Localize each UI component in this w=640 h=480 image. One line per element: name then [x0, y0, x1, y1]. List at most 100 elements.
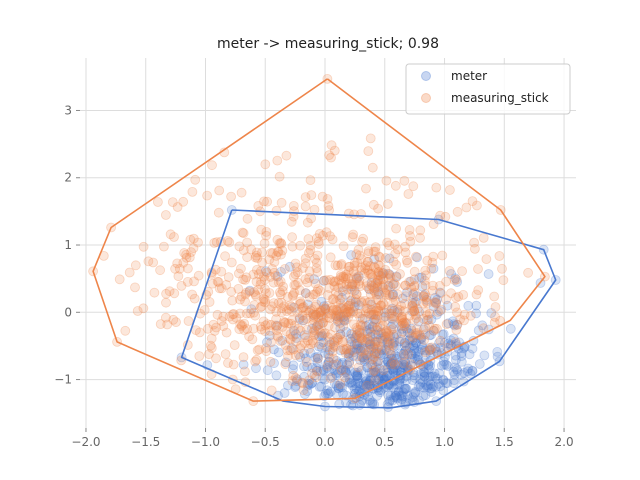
meter-point [436, 360, 447, 371]
measuring-stick-point [374, 252, 385, 263]
measuring-stick-point [132, 306, 143, 316]
measuring-stick-point [409, 280, 420, 291]
meter-point [262, 365, 273, 376]
measuring-stick-point [383, 273, 394, 284]
measuring-stick-point [268, 298, 279, 309]
meter-point [324, 366, 335, 377]
meter-point [331, 369, 342, 380]
measuring-stick-point [368, 366, 379, 376]
meter-point [335, 345, 346, 356]
meter-point [408, 392, 418, 403]
meter-point [375, 333, 386, 344]
measuring-stick-point [388, 323, 398, 334]
meter-point [373, 374, 384, 385]
measuring-stick-point [385, 270, 396, 281]
measuring-stick-point [261, 346, 272, 357]
measuring-stick-point [235, 319, 246, 330]
measuring-stick-point [450, 301, 461, 312]
meter-point [306, 378, 317, 389]
meter-point [399, 337, 410, 348]
measuring-stick-point [355, 281, 366, 292]
measuring-stick-point [377, 268, 388, 278]
meter-point [364, 284, 375, 295]
meter-point [367, 399, 378, 410]
meter-point [418, 391, 429, 401]
meter-point [341, 326, 352, 337]
meter-point [316, 342, 327, 353]
measuring-stick-point [372, 356, 383, 367]
measuring-stick-point [363, 246, 374, 257]
meter-point [323, 356, 334, 367]
measuring-stick-point [308, 327, 319, 337]
meter-point [396, 348, 407, 359]
measuring-stick-point [469, 243, 480, 254]
measuring-stick-point [381, 304, 392, 315]
measuring-stick-point [406, 359, 416, 370]
meter-point [417, 342, 428, 353]
meter-point [423, 375, 434, 386]
measuring-stick-point [351, 322, 362, 333]
meter-point [456, 356, 467, 367]
measuring-stick-point [341, 269, 352, 280]
meter-point [333, 367, 344, 378]
measuring-stick-point [395, 269, 405, 279]
meter-point [370, 367, 381, 378]
measuring-stick-point [311, 263, 322, 274]
measuring-stick-point [275, 249, 286, 260]
measuring-stick-point [250, 310, 261, 321]
measuring-stick-point [335, 379, 346, 390]
measuring-stick-point [420, 265, 431, 276]
meter-point [364, 324, 375, 335]
measuring-stick-point [335, 298, 346, 309]
measuring-stick-point [187, 289, 198, 300]
meter-point [385, 331, 395, 342]
meter-point [366, 375, 377, 385]
measuring-stick-point [239, 325, 250, 335]
meter-point [452, 277, 463, 287]
measuring-stick-point [314, 228, 325, 239]
measuring-stick-point [400, 247, 411, 258]
measuring-stick-point [399, 298, 410, 309]
measuring-stick-point [268, 277, 279, 288]
measuring-stick-point [332, 305, 342, 316]
meter-point [300, 288, 311, 299]
measuring-stick-point [319, 303, 330, 314]
measuring-stick-point [324, 150, 335, 161]
meter-point [318, 365, 329, 376]
meter-point [391, 340, 401, 351]
measuring-stick-point [370, 263, 381, 274]
measuring-stick-point [458, 289, 469, 300]
measuring-stick-point [227, 314, 238, 325]
meter-point [422, 382, 433, 393]
measuring-stick-point [300, 201, 311, 212]
meter-point [432, 373, 443, 384]
measuring-stick-point [274, 287, 285, 298]
meter-point [355, 355, 366, 366]
measuring-stick-point [373, 305, 384, 316]
meter-point [400, 346, 410, 357]
meter-point [382, 367, 393, 378]
measuring-stick-point [427, 280, 438, 291]
measuring-stick-point [428, 219, 439, 230]
meter-point [424, 330, 435, 341]
measuring-stick-point [372, 325, 383, 336]
measuring-stick-point [299, 338, 310, 349]
measuring-stick-point [337, 282, 348, 293]
meter-point [396, 320, 407, 331]
measuring-stick-point [357, 352, 368, 363]
meter-point [370, 313, 381, 324]
measuring-stick-point [312, 250, 323, 261]
meter-point [393, 358, 404, 368]
measuring-stick-point [382, 268, 393, 279]
measuring-stick-point [397, 311, 408, 322]
measuring-stick-point [363, 283, 374, 294]
measuring-stick-point [367, 322, 378, 332]
meter-point [431, 309, 442, 320]
measuring-stick-point [295, 240, 306, 251]
measuring-stick-point [378, 300, 389, 311]
measuring-stick-point [434, 280, 445, 291]
measuring-stick-point [120, 325, 131, 336]
meter-point [356, 352, 367, 363]
measuring-stick-point [356, 265, 367, 276]
measuring-stick-point [418, 313, 429, 324]
